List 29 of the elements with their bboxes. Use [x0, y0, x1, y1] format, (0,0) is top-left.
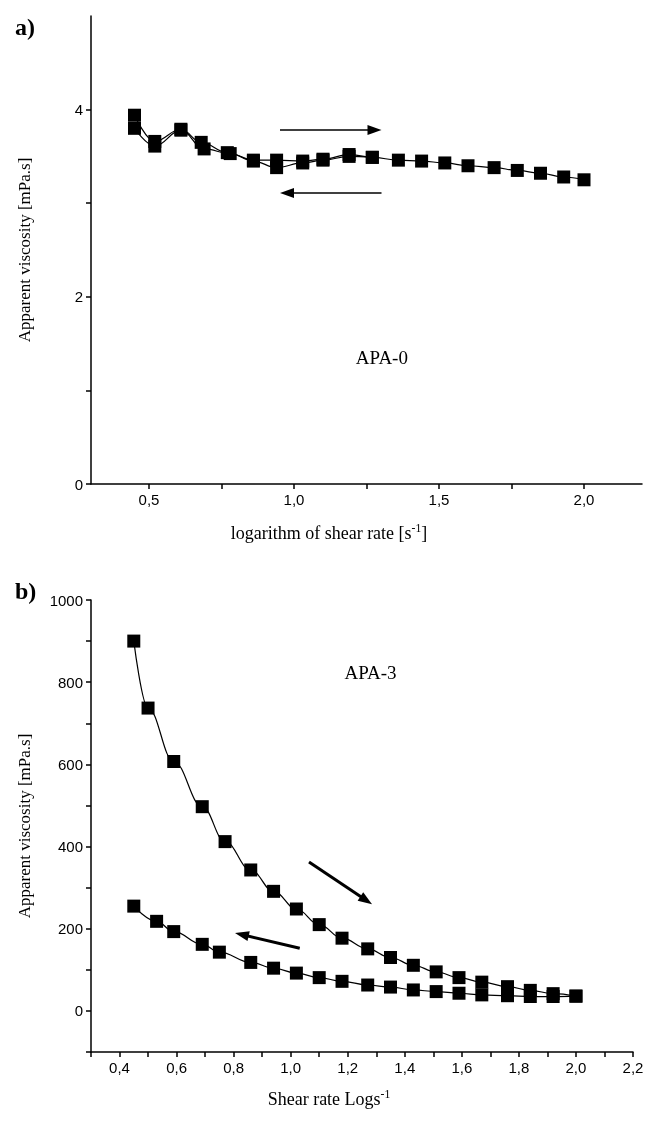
- y-tick-label: 4: [74, 101, 83, 119]
- x-tick-label: 1,4: [394, 1059, 416, 1076]
- y-tick-label: 200: [57, 920, 83, 938]
- x-tick-label: 1,0: [280, 1059, 302, 1076]
- y-tick-label: 0: [74, 1002, 83, 1020]
- y-tick-label: 600: [57, 755, 83, 773]
- chart-title: b): [15, 578, 37, 604]
- chart-title: a): [15, 14, 35, 40]
- x-tick-label: 1,5: [428, 491, 450, 508]
- annotation: APA-3: [344, 662, 397, 684]
- x-tick-label: 1,0: [283, 491, 305, 508]
- y-axis-title: Apparent viscosity [mPa.s]: [15, 733, 34, 919]
- annotation: APA-0: [355, 347, 408, 369]
- x-tick-label: 2,0: [565, 1059, 587, 1076]
- y-tick-label: 1000: [49, 591, 83, 609]
- x-tick-label: 1,6: [451, 1059, 473, 1076]
- y-tick-label: 800: [57, 673, 83, 691]
- x-tick-label: 1,8: [508, 1059, 530, 1076]
- x-tick-label: 0,8: [223, 1059, 245, 1076]
- x-tick-label: 0,5: [138, 491, 160, 508]
- x-tick-label: 2,0: [573, 491, 595, 508]
- y-tick-label: 400: [57, 838, 83, 856]
- y-tick-label: 0: [74, 475, 83, 493]
- y-axis-title: Apparent viscosity [mPa.s]: [15, 157, 34, 343]
- y-tick-label: 2: [74, 288, 83, 306]
- x-tick-label: 0,6: [166, 1059, 188, 1076]
- x-tick-label: 0,4: [109, 1059, 130, 1076]
- x-tick-label: 1,2: [337, 1059, 359, 1076]
- x-tick-label: 2,2: [622, 1059, 644, 1076]
